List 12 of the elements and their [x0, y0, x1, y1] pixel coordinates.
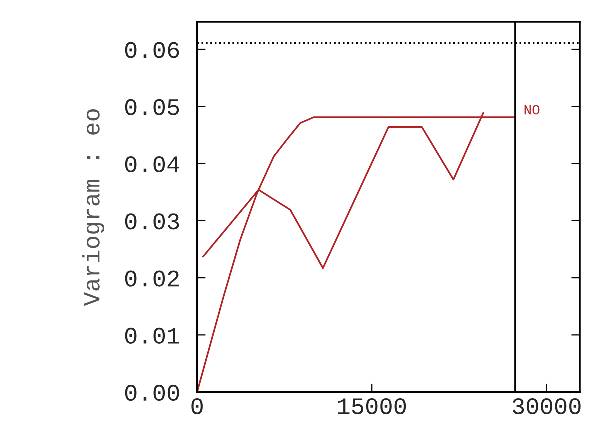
series-label: NO: [524, 105, 540, 115]
y-tick-label: 0.04: [125, 156, 180, 173]
y-tick-label: 0.03: [125, 214, 180, 230]
y-tick-label: 0.01: [125, 328, 180, 344]
x-tick-label: 30000: [512, 398, 581, 414]
x-tick-label: 0: [192, 398, 203, 414]
y-tick-label: 0.02: [125, 270, 179, 287]
y-tick-label: 0.00: [125, 385, 180, 402]
y-axis-title: Variogram : eo: [82, 110, 105, 306]
y-tick-label: 0.06: [125, 42, 180, 58]
x-tick-label: 15000: [338, 398, 406, 414]
y-tick-label: 0.05: [125, 99, 180, 116]
